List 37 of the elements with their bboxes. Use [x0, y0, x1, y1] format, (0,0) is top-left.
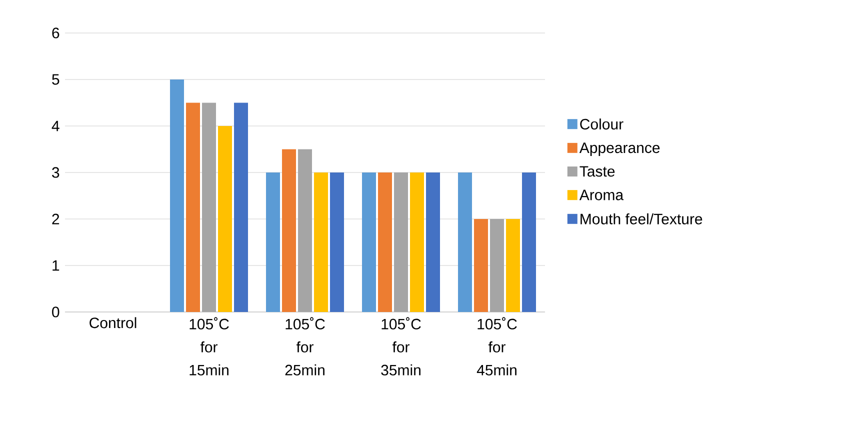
bar — [490, 218, 504, 312]
bar — [522, 172, 536, 312]
x-tick-label: Control — [90, 317, 136, 328]
bar — [266, 172, 280, 312]
y-tick-label: 2 — [52, 214, 60, 224]
legend-label: Aroma — [579, 190, 624, 200]
bar — [282, 149, 296, 312]
bar — [474, 218, 488, 312]
legend-label: Mouth feel/Texture — [580, 213, 702, 224]
bar — [330, 172, 344, 312]
legend-label: Colour — [580, 118, 624, 130]
x-tick-label: 105˚C for 35min — [381, 317, 421, 376]
y-tick-label: 0 — [52, 306, 60, 318]
bar — [170, 79, 184, 312]
bar — [378, 172, 392, 312]
x-tick-label: 105˚C for 25min — [285, 317, 325, 376]
bar — [218, 126, 232, 312]
y-tick-label: 3 — [52, 167, 60, 178]
y-tick-label: 4 — [52, 120, 60, 132]
bar — [362, 172, 376, 312]
bar — [314, 172, 328, 312]
bar — [458, 172, 472, 312]
y-tick-label: 6 — [52, 28, 60, 38]
bar — [234, 102, 248, 312]
bar — [202, 102, 216, 312]
y-tick-label: 1 — [52, 260, 60, 271]
x-tick-label: 105˚C for 15min — [190, 317, 229, 376]
bar — [426, 172, 440, 312]
y-tick-label: 5 — [52, 74, 60, 85]
bar — [394, 172, 408, 312]
legend-label: Appearance — [579, 142, 660, 156]
x-tick-label: 105˚C for 45min — [476, 317, 517, 376]
legend-label: Taste — [580, 166, 615, 177]
bar — [506, 218, 520, 312]
bar — [410, 172, 424, 312]
bar — [298, 149, 312, 312]
bar — [186, 102, 200, 312]
